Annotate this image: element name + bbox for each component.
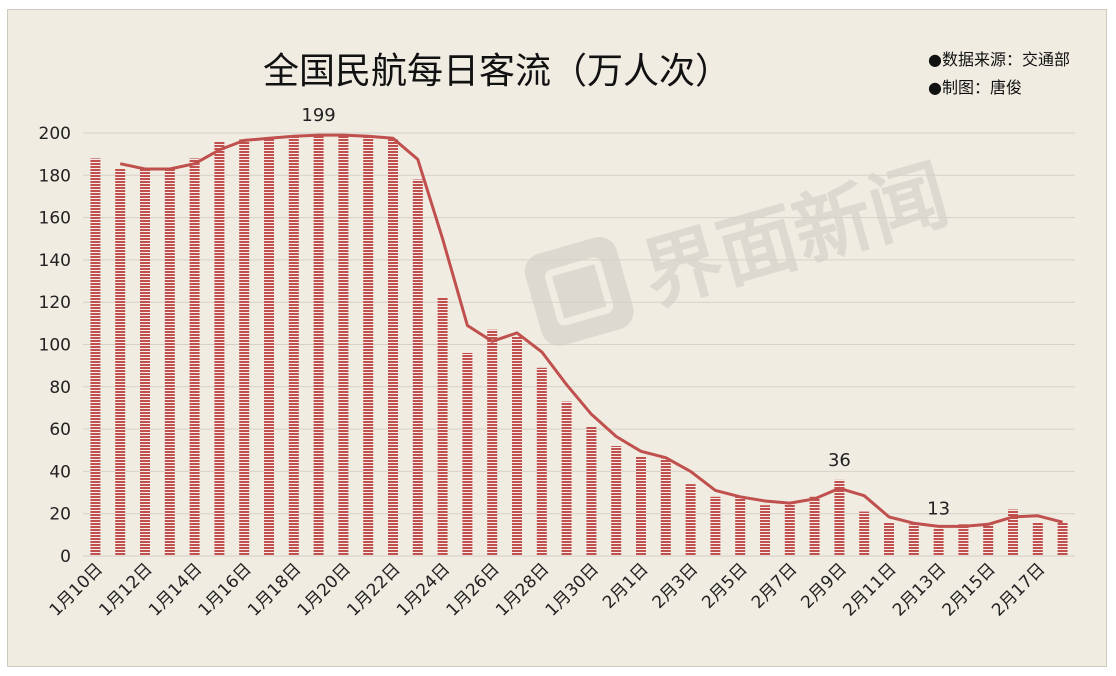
bar — [115, 168, 126, 556]
y-tick-label: 80 — [49, 378, 71, 398]
x-tick-label: 1月28日 — [492, 559, 553, 620]
trend-line-path — [119, 133, 1063, 528]
x-tick-label: 2月3日 — [649, 559, 702, 612]
x-tick-label: 1月10日 — [46, 559, 107, 620]
bar — [189, 158, 200, 556]
bar — [561, 401, 572, 556]
x-tick-label: 2月17日 — [988, 559, 1049, 620]
bar — [958, 524, 969, 556]
bar — [313, 135, 324, 556]
bar — [363, 137, 374, 556]
bar — [338, 135, 349, 556]
y-tick-label: 160 — [39, 209, 71, 229]
y-tick-label: 0 — [60, 547, 71, 567]
bar — [164, 168, 175, 556]
bar — [611, 446, 622, 556]
bar — [140, 168, 150, 556]
y-tick-label: 180 — [39, 166, 71, 186]
data-label: 36 — [828, 450, 851, 471]
y-tick-label: 140 — [39, 251, 71, 271]
bar — [983, 524, 994, 556]
bar — [884, 522, 894, 556]
x-tick-label: 2月13日 — [889, 559, 950, 620]
x-tick-label: 1月12日 — [95, 559, 156, 620]
x-tick-label: 1月24日 — [393, 559, 454, 620]
x-tick-label: 1月22日 — [343, 559, 404, 620]
chart-title: 全国民航每日客流（万人次） — [263, 51, 731, 92]
bar — [412, 179, 423, 556]
x-tick-label: 1月26日 — [443, 559, 504, 620]
x-tick-label: 2月5日 — [698, 559, 751, 612]
bar — [735, 496, 746, 556]
bar — [214, 141, 225, 556]
x-tick-label: 1月16日 — [195, 559, 256, 620]
bar — [1008, 509, 1018, 556]
x-tick-label: 1月20日 — [294, 559, 355, 620]
chart-frame: 界面新闻 全国民航每日客流（万人次） ●数据来源：交通部 ●制图：唐俊 0 20 4… — [7, 9, 1107, 667]
annotations: 199 36 13 — [301, 105, 950, 519]
x-tick-label: 2月7日 — [748, 559, 801, 612]
x-tick-label: 2月1日 — [599, 559, 652, 612]
watermark-logo-inner — [545, 257, 614, 326]
x-tick-label: 1月14日 — [145, 559, 206, 620]
bar — [512, 336, 522, 556]
x-tick-label: 1月18日 — [244, 559, 305, 620]
bar — [1032, 522, 1043, 556]
bar — [239, 139, 250, 556]
chart: 界面新闻 全国民航每日客流（万人次） ●数据来源：交通部 ●制图：唐俊 0 20 4… — [39, 50, 1075, 621]
source-line-1: ●数据来源：交通部 — [928, 50, 1070, 69]
bar — [264, 137, 274, 556]
x-tick-label: 2月11日 — [839, 559, 900, 620]
y-tick-label: 120 — [39, 293, 71, 313]
bar — [834, 479, 845, 556]
bar — [437, 297, 448, 556]
watermark: 界面新闻 — [524, 150, 958, 346]
y-tick-label: 200 — [39, 124, 71, 144]
data-label: 199 — [301, 105, 335, 126]
x-axis-ticks: 1月10日1月12日1月14日1月16日1月18日1月20日1月22日1月24日… — [46, 559, 1050, 620]
bar — [784, 501, 795, 556]
bar — [288, 135, 299, 556]
bar — [536, 367, 547, 556]
bar — [710, 496, 721, 556]
y-tick-label: 60 — [49, 420, 71, 440]
data-label: 13 — [927, 499, 950, 520]
bar — [586, 426, 597, 556]
bar — [685, 484, 696, 556]
y-axis-ticks: 0 20 40 60 80 100 120 140 160 180 200 — [39, 124, 71, 567]
y-tick-label: 40 — [49, 462, 71, 482]
bar — [462, 352, 473, 556]
trend-line — [119, 133, 1063, 528]
bar — [660, 458, 671, 556]
bar — [908, 524, 919, 556]
bar — [809, 496, 820, 556]
bar — [388, 139, 398, 556]
bar — [636, 456, 646, 556]
watermark-logo — [524, 236, 634, 346]
bar — [760, 505, 770, 556]
bar — [487, 329, 498, 556]
x-tick-label: 1月30日 — [542, 559, 603, 620]
source-line-2: ●制图：唐俊 — [928, 78, 1022, 97]
bar — [933, 528, 944, 556]
y-tick-label: 20 — [49, 505, 71, 525]
x-tick-label: 2月15日 — [939, 559, 1000, 620]
bar — [90, 158, 101, 556]
bar — [1057, 522, 1068, 556]
bar — [859, 511, 870, 556]
bars — [90, 135, 1068, 556]
y-tick-label: 100 — [39, 336, 71, 356]
